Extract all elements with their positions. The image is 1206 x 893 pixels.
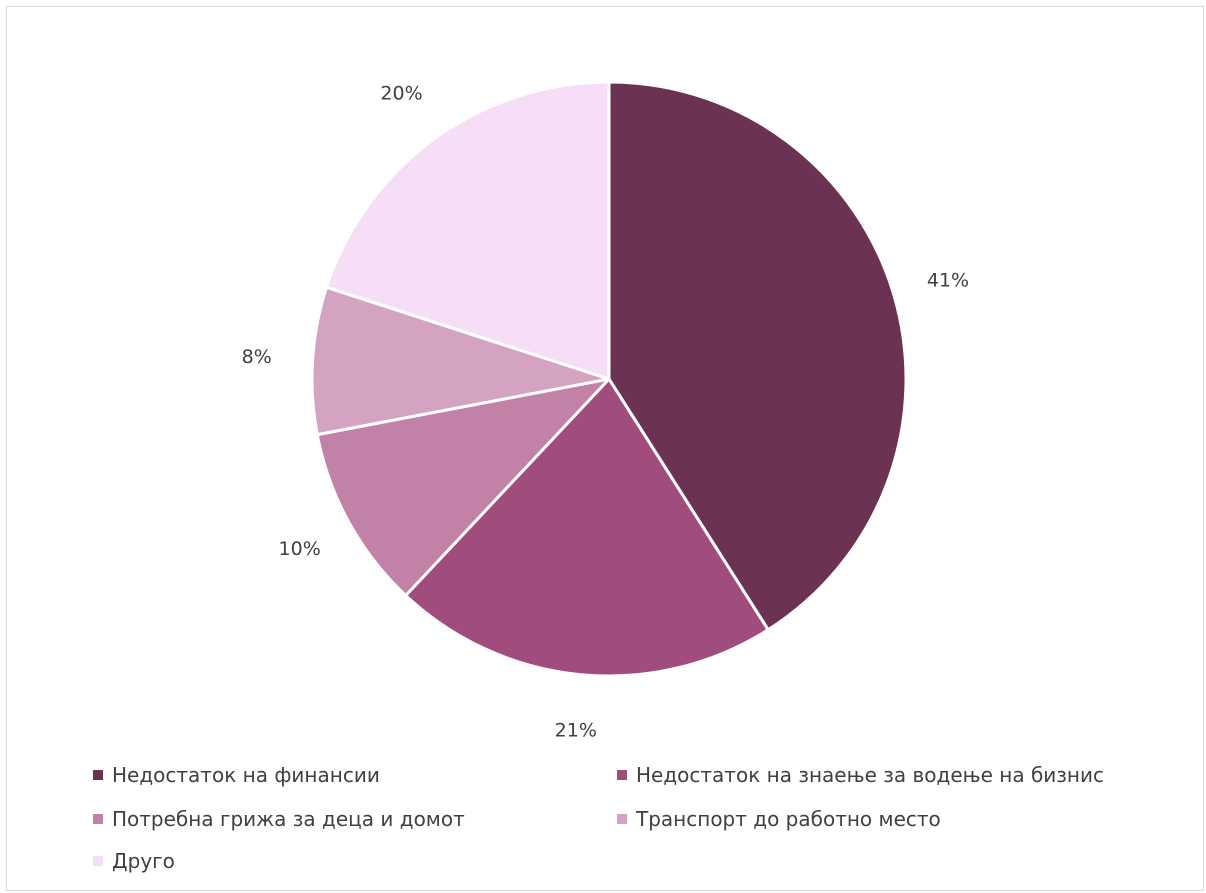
data-label-other: 20%	[380, 82, 422, 104]
legend-swatch-transport	[617, 814, 627, 824]
legend-label-childcare: Потребна грижа за деца и домот	[112, 807, 465, 831]
pie-slice-transport	[310, 285, 611, 437]
legend-label-transport: Транспорт до работно место	[636, 807, 941, 831]
legend-item-transport: Транспорт до работно место	[617, 807, 941, 831]
legend-swatch-childcare	[93, 814, 103, 824]
data-label-childcare: 10%	[279, 538, 321, 560]
legend-item-childcare: Потребна грижа за деца и домот	[93, 807, 465, 831]
pie-slice-business-knowledge	[404, 377, 770, 678]
legend-swatch-finances	[93, 770, 103, 780]
data-label-finances: 41%	[927, 270, 969, 292]
data-label-business-knowledge: 21%	[555, 719, 597, 741]
legend-item-other: Друго	[93, 849, 175, 873]
pie-slices	[310, 80, 908, 678]
pie-data-labels: 41% 21% 10% 8% 20%	[242, 82, 969, 741]
legend-swatch-other	[93, 856, 103, 866]
legend-item-finances: Недостаток на финансии	[93, 763, 380, 787]
legend-item-business-knowledge: Недостаток на знаење за водење на бизнис	[617, 763, 1104, 787]
pie-slice-finances	[607, 80, 908, 632]
legend-label-finances: Недостаток на финансии	[112, 763, 380, 787]
pie-slice-childcare	[315, 377, 611, 598]
legend-label-business-knowledge: Недостаток на знаење за водење на бизнис	[636, 763, 1104, 787]
pie-slice-other	[325, 80, 611, 381]
data-label-transport: 8%	[242, 346, 272, 368]
legend-swatch-business-knowledge	[617, 770, 627, 780]
legend-label-other: Друго	[112, 849, 175, 873]
